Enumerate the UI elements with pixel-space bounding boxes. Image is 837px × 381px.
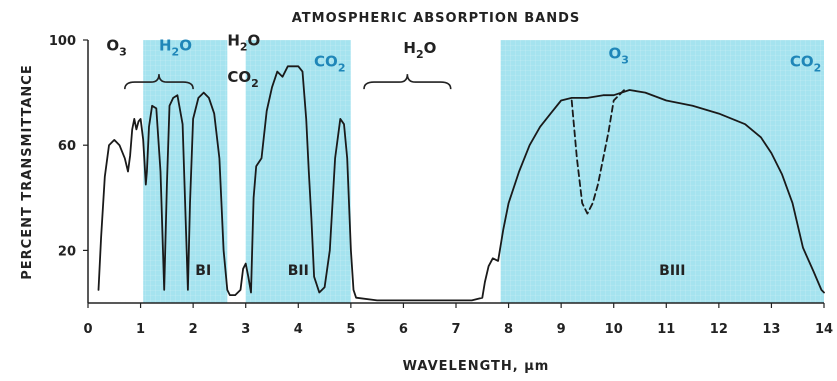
y-tick-label: 20 bbox=[58, 244, 76, 259]
x-tick-label: 9 bbox=[557, 322, 566, 337]
x-tick-label: 11 bbox=[657, 322, 675, 337]
y-tick-label: 100 bbox=[49, 34, 76, 49]
x-tick-label: 14 bbox=[815, 322, 833, 337]
x-tick-label: 10 bbox=[605, 322, 623, 337]
x-axis-label: WAVELENGTH, μm bbox=[403, 359, 550, 374]
band-label-3: BIII bbox=[659, 263, 685, 279]
x-tick-label: 7 bbox=[451, 322, 460, 337]
absorber-label: CO2 bbox=[314, 52, 345, 74]
x-tick-label: 5 bbox=[346, 322, 355, 337]
x-tick-label: 4 bbox=[294, 322, 303, 337]
y-axis-label: PERCENT TRANSMITTANCE bbox=[20, 64, 35, 279]
chart-title: ATMOSPHERIC ABSORPTION BANDS bbox=[292, 11, 581, 26]
band-label-1: BI bbox=[195, 263, 211, 279]
brace bbox=[363, 74, 452, 90]
absorber-braces bbox=[124, 74, 452, 90]
absorption-bands: BI BII BIII bbox=[143, 40, 824, 303]
band-label-2: BII bbox=[288, 263, 309, 279]
band-region-1 bbox=[143, 40, 228, 303]
absorber-label: H2O bbox=[403, 39, 436, 61]
x-tick-label: 3 bbox=[241, 322, 250, 337]
x-tick-label: 13 bbox=[762, 322, 780, 337]
y-tick-label: 60 bbox=[58, 139, 76, 154]
x-axis-ticks: 0 1 2 3 4 5 6 7 8 9 10 11 12 13 14 bbox=[83, 303, 833, 337]
absorber-label: H2O bbox=[227, 31, 260, 53]
absorber-labels: O3 H2O H2O CO2 CO2 H2O O3 CO2 bbox=[106, 31, 821, 90]
band-region-3 bbox=[500, 40, 824, 303]
absorber-label: O3 bbox=[608, 44, 628, 66]
absorber-label: CO2 bbox=[227, 68, 258, 90]
absorber-label: O3 bbox=[106, 37, 126, 59]
transmittance-line bbox=[97, 65, 825, 302]
x-tick-label: 8 bbox=[504, 322, 513, 337]
transmittance-curves bbox=[97, 65, 825, 302]
x-tick-label: 0 bbox=[83, 322, 92, 337]
brace bbox=[124, 74, 194, 90]
absorber-label: CO2 bbox=[790, 52, 821, 74]
x-tick-label: 2 bbox=[189, 322, 198, 337]
absorber-label: H2O bbox=[159, 37, 192, 59]
x-tick-label: 12 bbox=[710, 322, 728, 337]
ozone-absorption-dashed-line bbox=[570, 89, 626, 215]
x-tick-label: 1 bbox=[136, 322, 145, 337]
x-tick-label: 6 bbox=[399, 322, 408, 337]
band-region-2 bbox=[245, 40, 351, 303]
y-axis-ticks: 20 60 100 bbox=[49, 34, 88, 259]
